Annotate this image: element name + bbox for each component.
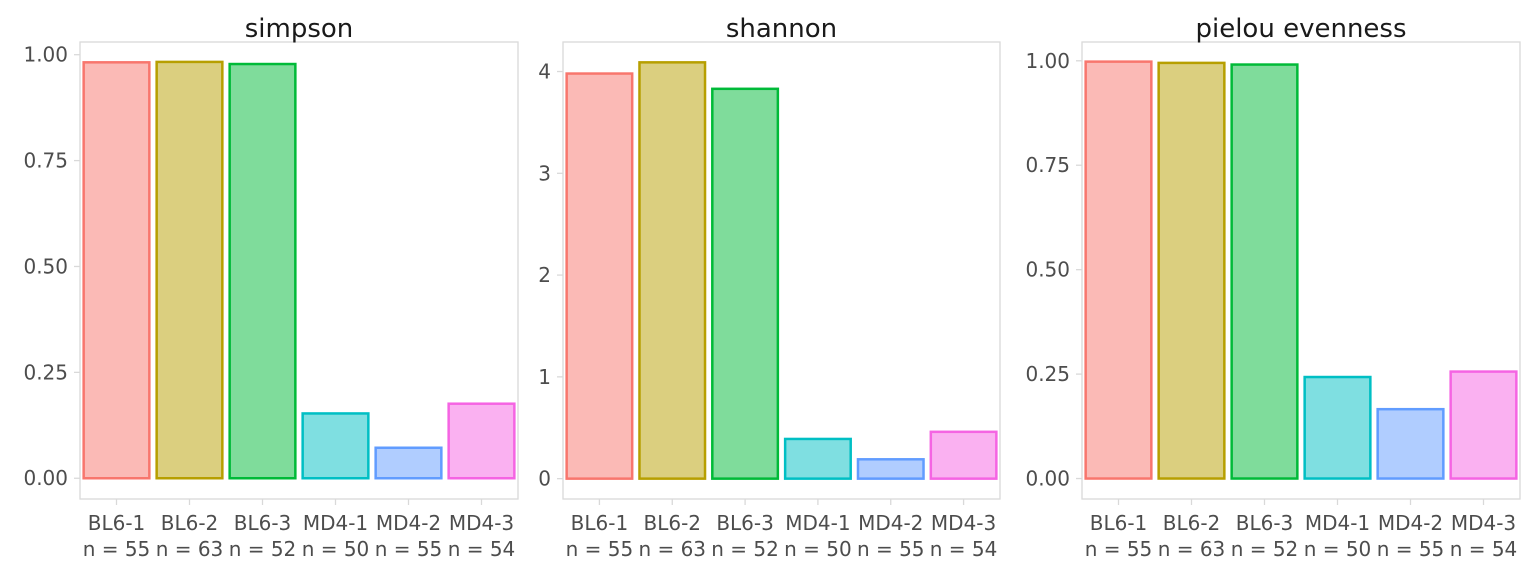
x-category-label: MD4-1 bbox=[303, 511, 368, 535]
x-sample-size-label: n = 52 bbox=[229, 537, 297, 561]
x-category-label: BL6-3 bbox=[716, 511, 774, 535]
x-sample-size-label: n = 55 bbox=[1377, 537, 1445, 561]
x-sample-size-label: n = 54 bbox=[1450, 537, 1518, 561]
bar-BL6-2 bbox=[638, 61, 707, 480]
bar-MD4-1 bbox=[1303, 375, 1372, 480]
chart-panel-pielou-evenness: pielou evenness 0.00 0.25 0.50 0.75 1.00 BL6-1… bbox=[1025, 14, 1521, 561]
x-sample-size-label: n = 50 bbox=[302, 537, 370, 561]
x-sample-size-label: n = 55 bbox=[1085, 537, 1153, 561]
x-sample-size-label: n = 55 bbox=[375, 537, 443, 561]
y-tick-label: 2 bbox=[538, 263, 551, 287]
x-category-label: MD4-3 bbox=[931, 511, 996, 535]
x-category-label: BL6-1 bbox=[88, 511, 146, 535]
y-tick-label: 0.25 bbox=[23, 360, 68, 384]
bar-MD4-1 bbox=[783, 437, 852, 480]
x-sample-size-label: n = 52 bbox=[711, 537, 779, 561]
bar-BL6-2 bbox=[1157, 61, 1226, 480]
y-tick-label: 4 bbox=[538, 60, 551, 84]
x-category-label: MD4-3 bbox=[1451, 511, 1516, 535]
x-category-label: MD4-1 bbox=[1305, 511, 1370, 535]
x-sample-size-label: n = 55 bbox=[83, 537, 151, 561]
x-sample-size-label: n = 52 bbox=[1231, 537, 1299, 561]
panel-title: simpson bbox=[245, 14, 354, 44]
x-category-label: BL6-1 bbox=[1090, 511, 1148, 535]
y-tick-label: 0.00 bbox=[1025, 467, 1070, 491]
x-sample-size-label: n = 50 bbox=[784, 537, 852, 561]
x-category-label: MD4-2 bbox=[858, 511, 923, 535]
y-tick-label: 3 bbox=[538, 161, 551, 185]
x-category-label: MD4-1 bbox=[785, 511, 850, 535]
bar-BL6-2 bbox=[155, 60, 224, 480]
x-sample-size-label: n = 54 bbox=[930, 537, 998, 561]
x-category-label: MD4-2 bbox=[1378, 511, 1443, 535]
panel-frame bbox=[562, 41, 1001, 500]
y-tick-label: 0 bbox=[538, 467, 551, 491]
bar-MD4-3 bbox=[447, 402, 516, 480]
bar-MD4-2 bbox=[374, 446, 443, 480]
bar-MD4-3 bbox=[1449, 370, 1518, 480]
bar-BL6-3 bbox=[228, 62, 297, 480]
bar-MD4-2 bbox=[1376, 407, 1445, 480]
bar-BL6-3 bbox=[711, 87, 780, 480]
y-tick-label: 1.00 bbox=[23, 43, 68, 67]
x-category-label: BL6-3 bbox=[1236, 511, 1294, 535]
x-sample-size-label: n = 63 bbox=[638, 537, 706, 561]
bar-MD4-2 bbox=[856, 458, 925, 480]
x-category-label: BL6-2 bbox=[1163, 511, 1221, 535]
x-sample-size-label: n = 63 bbox=[156, 537, 224, 561]
x-category-label: BL6-1 bbox=[571, 511, 629, 535]
x-sample-size-label: n = 55 bbox=[857, 537, 925, 561]
bar-MD4-1 bbox=[301, 412, 370, 480]
y-tick-label: 1 bbox=[538, 365, 551, 389]
y-tick-label: 0.25 bbox=[1025, 362, 1070, 386]
x-sample-size-label: n = 54 bbox=[448, 537, 516, 561]
bar-BL6-1 bbox=[1084, 60, 1153, 480]
bar-MD4-3 bbox=[929, 430, 998, 480]
y-tick-label: 0.50 bbox=[1025, 258, 1070, 282]
x-category-label: MD4-3 bbox=[449, 511, 514, 535]
y-tick-label: 0.75 bbox=[23, 149, 68, 173]
panel-frame bbox=[79, 41, 519, 500]
x-sample-size-label: n = 50 bbox=[1304, 537, 1372, 561]
x-category-label: MD4-2 bbox=[376, 511, 441, 535]
panel-title: pielou evenness bbox=[1195, 14, 1406, 44]
bar-BL6-1 bbox=[82, 61, 151, 480]
bar-BL6-1 bbox=[565, 72, 634, 480]
panel-frame bbox=[1081, 41, 1521, 500]
y-tick-label: 0.75 bbox=[1025, 153, 1070, 177]
x-sample-size-label: n = 63 bbox=[1158, 537, 1226, 561]
x-category-label: BL6-2 bbox=[161, 511, 219, 535]
x-sample-size-label: n = 55 bbox=[566, 537, 634, 561]
y-tick-label: 0.50 bbox=[23, 254, 68, 278]
x-category-label: BL6-3 bbox=[234, 511, 292, 535]
y-tick-label: 0.00 bbox=[23, 466, 68, 490]
bar-BL6-3 bbox=[1230, 63, 1299, 480]
y-tick-label: 1.00 bbox=[1025, 49, 1070, 73]
panel-title: shannon bbox=[726, 14, 837, 44]
x-category-label: BL6-2 bbox=[643, 511, 701, 535]
